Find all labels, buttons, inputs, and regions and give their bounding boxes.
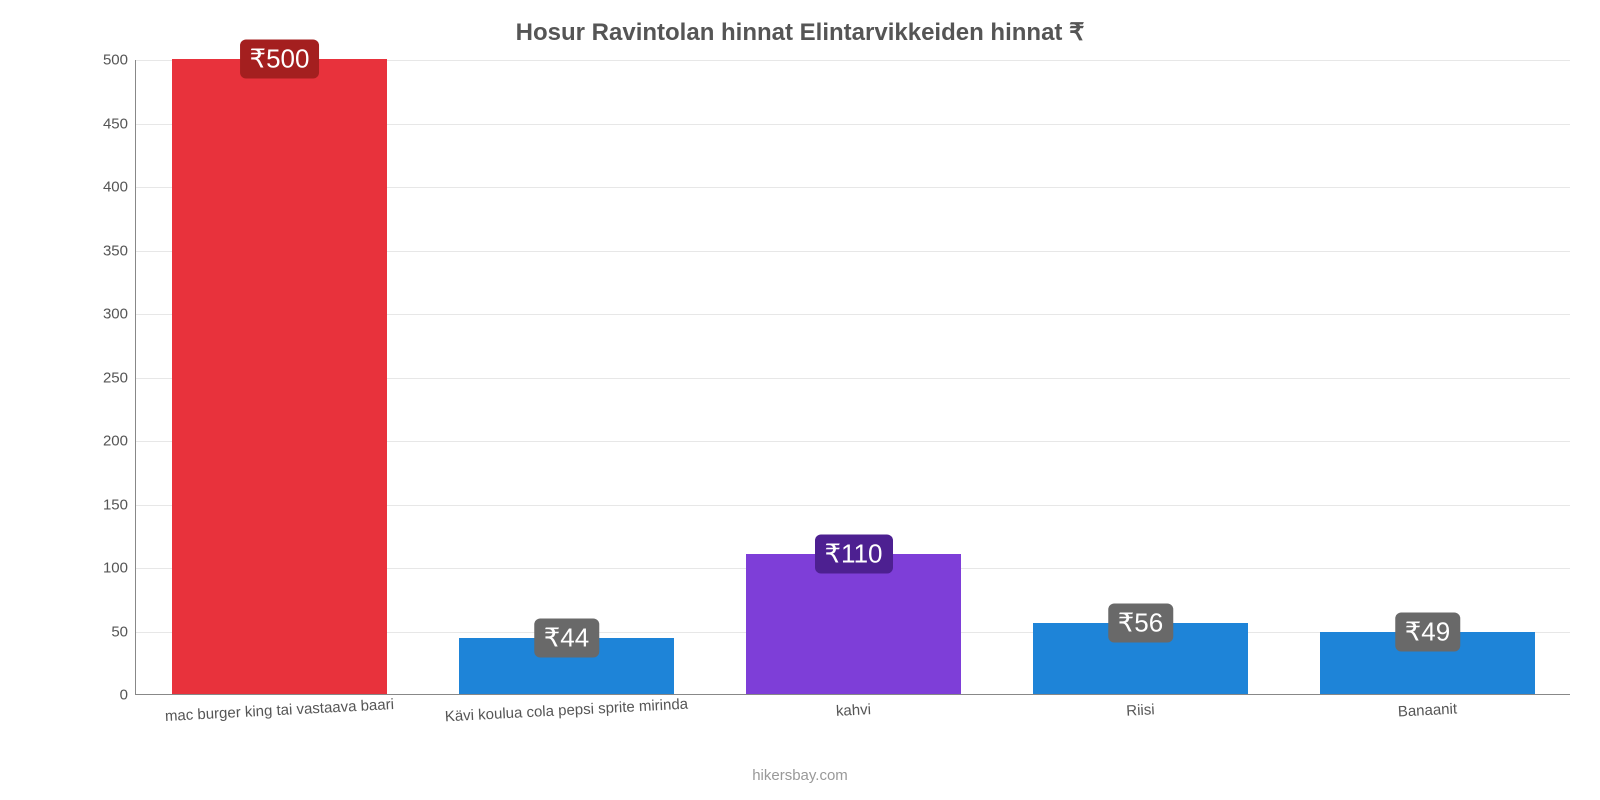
y-tick-label: 150 [78, 496, 128, 513]
bar-value-label: ₹56 [1108, 603, 1173, 642]
attribution-text: hikersbay.com [0, 767, 1600, 784]
x-category-label: Kävi koulua cola pepsi sprite mirinda [444, 696, 688, 726]
x-category-label: mac burger king tai vastaava baari [164, 696, 394, 725]
y-tick-label: 200 [78, 433, 128, 450]
bar-value-label: ₹500 [240, 40, 320, 79]
y-tick-label: 300 [78, 306, 128, 323]
y-tick-label: 100 [78, 560, 128, 577]
bar [746, 554, 961, 694]
y-tick-label: 50 [78, 623, 128, 640]
bar [172, 59, 387, 694]
y-tick-label: 350 [78, 242, 128, 259]
bar-value-label: ₹110 [815, 535, 893, 574]
x-category-label: Banaanit [1397, 700, 1457, 720]
bar-value-label: ₹49 [1395, 612, 1460, 651]
y-tick-label: 450 [78, 115, 128, 132]
price-bar-chart: Hosur Ravintolan hinnat Elintarvikkeiden… [0, 0, 1600, 800]
y-tick-label: 250 [78, 369, 128, 386]
y-tick-label: 0 [78, 687, 128, 704]
x-category-label: Riisi [1125, 701, 1154, 719]
x-category-label: kahvi [835, 701, 871, 720]
bar-value-label: ₹44 [534, 619, 599, 658]
y-tick-label: 500 [78, 52, 128, 69]
plot-area: ₹500₹44₹110₹56₹49 [135, 60, 1570, 695]
y-tick-label: 400 [78, 179, 128, 196]
